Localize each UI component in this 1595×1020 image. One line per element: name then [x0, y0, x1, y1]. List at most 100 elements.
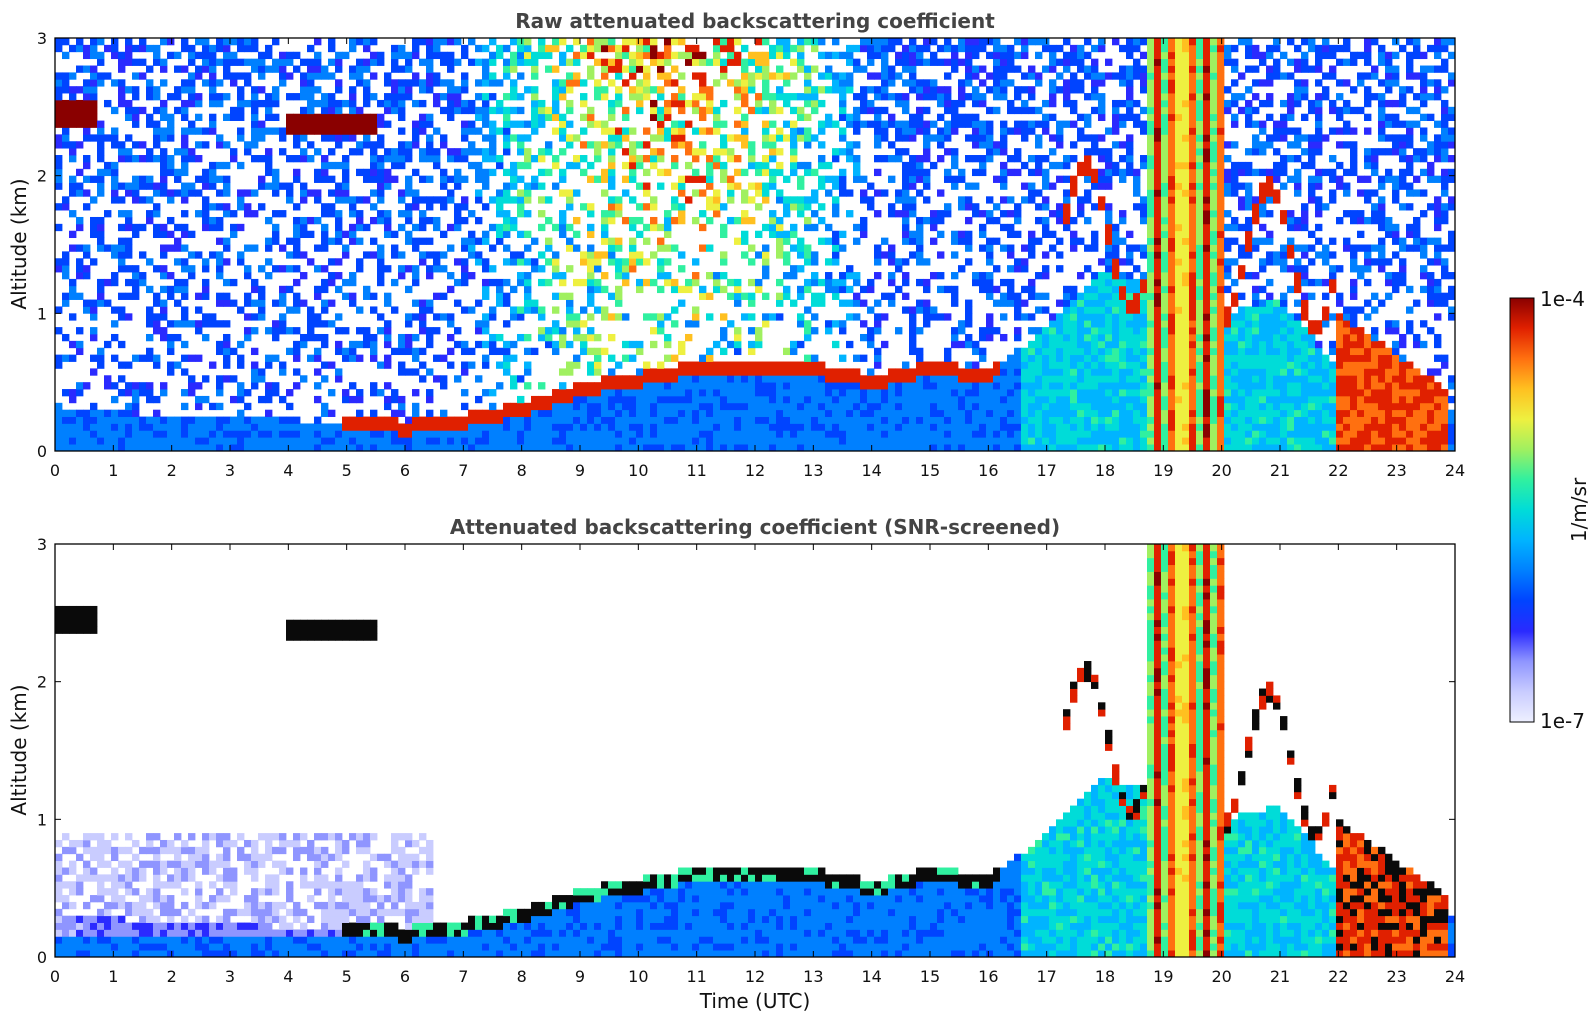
heatmap-cell: [286, 72, 294, 80]
heatmap-cell: [993, 395, 1001, 404]
heatmap-cell: [972, 340, 980, 349]
heatmap-cell: [503, 244, 511, 252]
heatmap-cell: [1084, 120, 1092, 128]
heatmap-cell: [447, 285, 455, 294]
heatmap-cell: [944, 58, 952, 66]
heatmap-cell: [965, 382, 973, 390]
heatmap-cell: [783, 237, 791, 245]
heatmap-cell: [979, 44, 987, 53]
heatmap-cell: [909, 161, 917, 170]
heatmap-cell: [594, 251, 602, 259]
heatmap-cell: [258, 155, 266, 163]
heatmap-cell: [839, 423, 847, 431]
heatmap-cell: [727, 368, 735, 376]
heatmap-cell: [804, 430, 812, 438]
heatmap-cell: [153, 430, 161, 438]
heatmap-cell: [734, 368, 742, 376]
heatmap-cell: [335, 99, 343, 108]
heatmap-cell: [202, 285, 210, 294]
heatmap-cell: [391, 44, 399, 53]
heatmap-cell: [783, 120, 791, 128]
heatmap-cell: [902, 230, 910, 239]
heatmap-cell: [174, 189, 182, 197]
heatmap-cell: [76, 347, 84, 356]
heatmap-cell: [83, 382, 91, 390]
heatmap-cell: [713, 382, 721, 390]
heatmap-cell: [839, 79, 847, 87]
heatmap-cell: [307, 189, 315, 197]
heatmap-cell: [1000, 389, 1008, 397]
heatmap-cell: [419, 79, 427, 87]
heatmap-cell: [349, 354, 357, 362]
heatmap-cell: [391, 278, 399, 287]
heatmap-cell: [741, 292, 749, 300]
heatmap-cell: [258, 99, 266, 108]
heatmap-cell: [790, 299, 798, 307]
heatmap-cell: [1098, 285, 1106, 294]
heatmap-cell: [1049, 79, 1057, 87]
heatmap-cell: [636, 51, 644, 60]
heatmap-cell: [356, 58, 364, 66]
heatmap-cell: [1042, 444, 1050, 451]
heatmap-cell: [762, 395, 770, 404]
heatmap-cell: [902, 79, 910, 87]
heatmap-cell: [776, 409, 784, 417]
heatmap-cell: [1042, 120, 1050, 128]
heatmap-cell: [608, 38, 616, 46]
heatmap-cell: [909, 79, 917, 87]
heatmap-cell: [349, 196, 357, 204]
heatmap-cell: [748, 79, 756, 87]
heatmap-cell: [965, 340, 973, 349]
heatmap-cell: [377, 216, 385, 225]
heatmap-cell: [1007, 409, 1015, 417]
heatmap-cell: [1070, 175, 1078, 183]
heatmap-cell: [531, 306, 539, 314]
heatmap-cell: [839, 285, 847, 294]
heatmap-cell: [1049, 395, 1057, 404]
heatmap-cell: [762, 382, 770, 390]
heatmap-cell: [1084, 368, 1092, 376]
heatmap-cell: [720, 258, 728, 266]
heatmap-cell: [909, 51, 917, 60]
heatmap-cell: [622, 189, 630, 197]
heatmap-cell: [272, 354, 280, 362]
heatmap-cell: [531, 265, 539, 273]
heatmap-cell: [188, 148, 196, 156]
heatmap-cell: [55, 437, 63, 445]
heatmap-cell: [650, 223, 658, 232]
heatmap-cell: [601, 347, 609, 356]
heatmap-cell: [867, 285, 875, 294]
heatmap-cell: [482, 430, 490, 438]
heatmap-cell: [419, 347, 427, 356]
heatmap-cell: [671, 99, 679, 108]
heatmap-cell: [902, 278, 910, 287]
heatmap-cell: [251, 299, 259, 307]
heatmap-cell: [307, 120, 315, 128]
heatmap-cell: [769, 120, 777, 128]
heatmap-cell: [216, 272, 224, 280]
heatmap-cell: [937, 113, 945, 121]
heatmap-cell: [244, 79, 252, 87]
heatmap-cell: [902, 423, 910, 431]
heatmap-cell: [76, 292, 84, 300]
heatmap-cell: [265, 327, 273, 335]
heatmap-cell: [979, 168, 987, 177]
heatmap-cell: [69, 106, 77, 115]
heatmap-cell: [629, 141, 637, 149]
heatmap-cell: [902, 161, 910, 170]
heatmap-cell: [1021, 106, 1029, 115]
heatmap-cell: [237, 251, 245, 259]
heatmap-cell: [1077, 354, 1085, 362]
heatmap-cell: [174, 51, 182, 60]
heatmap-cell: [272, 389, 280, 397]
heatmap-cell: [1049, 375, 1057, 383]
heatmap-cell: [601, 223, 609, 232]
heatmap-cell: [118, 258, 126, 266]
heatmap-cell: [853, 382, 861, 390]
heatmap-cell: [776, 313, 784, 321]
heatmap-cell: [55, 168, 63, 177]
heatmap-cell: [349, 347, 357, 356]
heatmap-cell: [944, 361, 952, 369]
heatmap-cell: [1063, 409, 1071, 417]
heatmap-cell: [1098, 375, 1106, 383]
